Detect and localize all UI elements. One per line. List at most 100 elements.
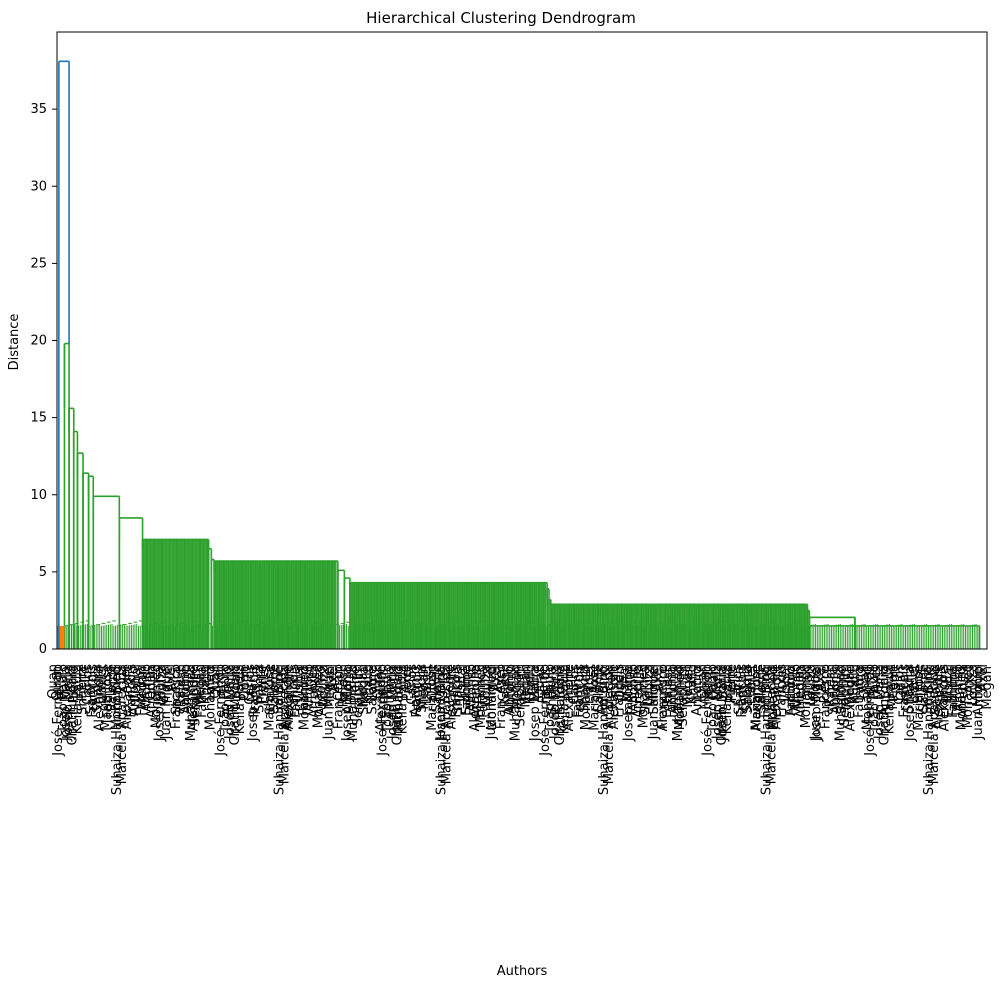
leaf-label: Megan — [356, 664, 371, 708]
leaf-label: Pierre — [238, 664, 253, 701]
leaf-label: Juan Miguel — [809, 664, 824, 740]
leaf-label: Keila Paula — [233, 664, 248, 734]
leaf-label: Mohamed — [391, 666, 406, 730]
y-tick-label: 5 — [39, 565, 47, 580]
leaf-label: Mohamed — [673, 666, 688, 730]
leaf-label: Axel — [588, 666, 603, 694]
leaf-label: José-Fernando — [376, 664, 391, 757]
leaf-label: Shakira — [902, 664, 917, 713]
leaf-label: Axel — [869, 666, 884, 694]
leaf-label: Francesco — [169, 664, 184, 729]
leaf-label: Quan — [50, 666, 65, 701]
leaf-label: Quan — [895, 666, 910, 701]
leaf-label: Megan — [194, 664, 209, 708]
leaf-label: Alfonso — [464, 664, 479, 712]
leaf-label: Francesco — [819, 664, 834, 729]
leaf-label: François — [287, 664, 302, 718]
leaf-label: Fathima — [622, 664, 637, 716]
y-tick-label: 20 — [30, 334, 47, 349]
leaf-label: Josep Maria — [61, 664, 76, 740]
leaf-label: Quan — [208, 664, 223, 699]
leaf-label: Axel — [976, 664, 991, 692]
leaf-label: Maria Jose — [263, 664, 278, 731]
leaf-label: Salomé — [917, 664, 932, 712]
y-tick-label: 35 — [30, 102, 47, 117]
leaf-label: Alexandre — [843, 666, 858, 731]
leaf-label: Maria Jose — [100, 664, 115, 731]
x-axis-label: Authors — [497, 964, 548, 979]
leaf-label: Salomé — [105, 664, 120, 712]
leaf-label: Laura — [203, 664, 218, 701]
leaf-label: Carlos — [892, 664, 907, 705]
leaf-label: Lianet — [95, 664, 110, 704]
leaf-label: Marcela Aparecida — [602, 664, 617, 784]
leaf-label: Fathima — [289, 666, 304, 718]
leaf-label: Antonio — [127, 666, 142, 716]
leaf-label: Antonio — [596, 666, 611, 716]
leaf-label: Mohamed — [204, 666, 219, 730]
leaf-label: Pierre — [536, 666, 551, 703]
leaf-label: Quan — [371, 664, 386, 699]
leaf-label: Josep Maria — [246, 666, 261, 742]
leaf-label: Lianet — [420, 664, 435, 704]
leaf-label: Antonio — [784, 666, 799, 716]
leaf-label: Juan Miguel — [484, 664, 499, 740]
leaf-label: Rajesh — [499, 664, 514, 707]
leaf-label: Quan — [613, 666, 628, 701]
leaf-label: Shakira — [733, 666, 748, 715]
leaf-label: Fathima — [101, 666, 116, 718]
leaf-label: Francesco — [494, 664, 509, 729]
leaf-label: Louiza — [479, 664, 494, 706]
leaf-label: Rajesh — [823, 664, 838, 707]
leaf-label: Axel — [118, 666, 133, 694]
y-tick-label: 25 — [30, 256, 47, 271]
leaf-label: François — [573, 664, 588, 718]
leaf-label: François — [735, 664, 750, 718]
y-tick-label: 10 — [30, 488, 47, 503]
leaf-label: João Paulo — [381, 664, 396, 732]
leaf-label: José-Fernando — [538, 664, 553, 757]
leaf-label: Quan — [519, 666, 534, 701]
leaf-label: Megan — [605, 666, 620, 710]
small-cluster-block — [57, 625, 65, 649]
leaf-label: Fathima — [477, 666, 492, 718]
leaf-label: Quan — [858, 664, 873, 699]
leaf-label: Laura — [853, 664, 868, 701]
leaf-label: Alexandre — [656, 666, 671, 731]
leaf-label: Shakira — [169, 666, 184, 715]
leaf-label: Muhammad — [833, 664, 848, 741]
leaf-label: Mohamed — [636, 664, 651, 728]
axes: 0 5 10 15 20 25 30 35 — [30, 31, 988, 657]
leaf-label: Josep Maria — [548, 664, 563, 740]
leaf-label: Josep Maria — [340, 666, 355, 742]
y-tick-label: 15 — [30, 411, 47, 426]
leaf-label: François — [897, 664, 912, 718]
leaf-label: Carlos — [568, 664, 583, 705]
leaf-label: Chathurdara — [553, 664, 568, 746]
leaf-label: Seraphim — [189, 664, 204, 726]
leaf-label: Josep Maria — [528, 666, 543, 742]
leaf-label: Alexandre — [932, 664, 947, 729]
leaf-label: Alexandre — [468, 666, 483, 731]
leaf-label: Shakira — [920, 666, 935, 715]
leaf-label: Antonio — [408, 666, 423, 716]
leaf-label: José-Fernando — [213, 664, 228, 757]
leaf-label: Arrenilla — [469, 664, 484, 718]
leaf-label: Lianet — [907, 664, 922, 704]
leaf-label: Louiza — [641, 664, 656, 706]
leaf-label: Mohamed — [579, 666, 594, 730]
leaf-label: Juan Miguel — [322, 664, 337, 740]
leaf-label: Alexandre — [750, 666, 765, 731]
leaf-label: Chathurdara — [878, 664, 893, 746]
leaf-label: Alexandre — [937, 666, 952, 731]
leaf-label: Pierre — [349, 666, 364, 703]
leaf-label: Louiza — [804, 664, 819, 706]
leaf-label: Alexandre — [562, 666, 577, 731]
leaf-label: Josep Maria — [710, 664, 725, 740]
leaf-label: Pierre — [76, 664, 91, 701]
leaf-label: Shakira — [90, 664, 105, 713]
leaf-label: Suhaiza Hanim Binti — [922, 664, 937, 795]
leaf-label: Juan Miguel — [159, 664, 174, 740]
leaf-label: François — [449, 664, 464, 718]
leaf-label: Antonio — [179, 664, 194, 714]
